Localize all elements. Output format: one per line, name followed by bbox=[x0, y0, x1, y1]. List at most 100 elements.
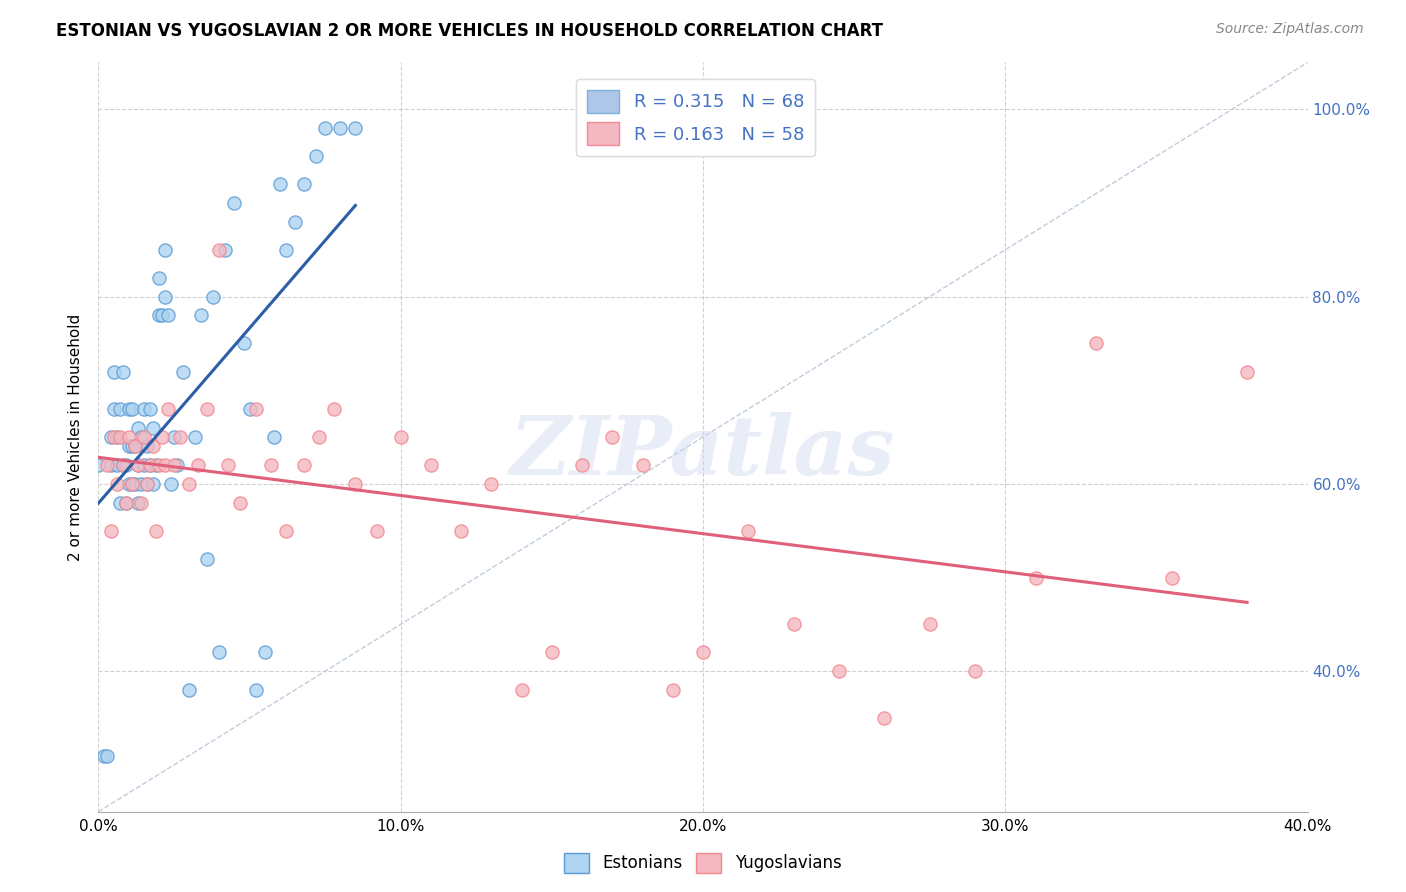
Point bbox=[118, 440, 141, 453]
Point bbox=[305, 149, 328, 163]
Point bbox=[190, 308, 212, 322]
Point bbox=[124, 440, 146, 453]
Point bbox=[100, 458, 122, 473]
Point bbox=[631, 458, 654, 473]
Point bbox=[873, 711, 896, 725]
Point bbox=[148, 308, 170, 322]
Point bbox=[540, 646, 562, 660]
Point bbox=[344, 476, 367, 491]
Text: Source: ZipAtlas.com: Source: ZipAtlas.com bbox=[1216, 22, 1364, 37]
Point bbox=[208, 243, 231, 257]
Point bbox=[156, 401, 179, 416]
Point bbox=[184, 430, 207, 444]
Point bbox=[129, 476, 152, 491]
Point bbox=[263, 430, 285, 444]
Point bbox=[153, 243, 176, 257]
Point bbox=[1160, 571, 1182, 585]
Point bbox=[103, 430, 125, 444]
Point bbox=[145, 458, 167, 473]
Point bbox=[139, 458, 162, 473]
Point bbox=[129, 496, 152, 510]
Point bbox=[239, 401, 262, 416]
Point bbox=[187, 458, 209, 473]
Point bbox=[217, 458, 239, 473]
Point bbox=[142, 440, 165, 453]
Point bbox=[245, 401, 267, 416]
Point bbox=[202, 289, 225, 303]
Point bbox=[111, 365, 134, 379]
Point bbox=[132, 458, 155, 473]
Point bbox=[127, 458, 149, 473]
Point bbox=[571, 458, 593, 473]
Point bbox=[661, 683, 683, 698]
Point bbox=[179, 476, 201, 491]
Point bbox=[127, 496, 149, 510]
Point bbox=[965, 664, 987, 678]
Point bbox=[208, 646, 231, 660]
Point bbox=[314, 120, 336, 135]
Text: ESTONIAN VS YUGOSLAVIAN 2 OR MORE VEHICLES IN HOUSEHOLD CORRELATION CHART: ESTONIAN VS YUGOSLAVIAN 2 OR MORE VEHICL… bbox=[56, 22, 883, 40]
Point bbox=[389, 430, 412, 444]
Point bbox=[148, 458, 170, 473]
Point bbox=[105, 430, 128, 444]
Point bbox=[100, 524, 122, 538]
Point bbox=[253, 646, 276, 660]
Point bbox=[118, 430, 141, 444]
Point bbox=[150, 430, 173, 444]
Point bbox=[100, 430, 122, 444]
Point bbox=[163, 430, 186, 444]
Point bbox=[142, 476, 165, 491]
Point bbox=[366, 524, 388, 538]
Point bbox=[169, 430, 191, 444]
Point bbox=[481, 476, 503, 491]
Point bbox=[214, 243, 236, 257]
Point bbox=[179, 683, 201, 698]
Point bbox=[166, 458, 188, 473]
Point bbox=[274, 243, 297, 257]
Point bbox=[308, 430, 330, 444]
Point bbox=[114, 496, 136, 510]
Point bbox=[1236, 365, 1258, 379]
Point bbox=[284, 215, 307, 229]
Point bbox=[232, 336, 254, 351]
Point bbox=[93, 748, 115, 763]
Point bbox=[129, 430, 152, 444]
Point bbox=[153, 289, 176, 303]
Point bbox=[195, 401, 218, 416]
Point bbox=[132, 430, 155, 444]
Point bbox=[172, 365, 194, 379]
Point bbox=[111, 458, 134, 473]
Point bbox=[783, 617, 806, 632]
Point bbox=[1085, 336, 1108, 351]
Point bbox=[163, 458, 186, 473]
Point bbox=[918, 617, 941, 632]
Point bbox=[160, 476, 183, 491]
Point bbox=[103, 401, 125, 416]
Point bbox=[96, 458, 118, 473]
Point bbox=[124, 476, 146, 491]
Point bbox=[420, 458, 443, 473]
Point bbox=[118, 476, 141, 491]
Point bbox=[105, 476, 128, 491]
Point bbox=[135, 476, 157, 491]
Point bbox=[96, 748, 118, 763]
Point bbox=[105, 458, 128, 473]
Point bbox=[148, 271, 170, 285]
Point bbox=[156, 308, 179, 322]
Point bbox=[195, 551, 218, 566]
Legend: Estonians, Yugoslavians: Estonians, Yugoslavians bbox=[558, 847, 848, 880]
Point bbox=[87, 458, 110, 473]
Point bbox=[344, 120, 367, 135]
Point bbox=[132, 401, 155, 416]
Point bbox=[260, 458, 283, 473]
Point bbox=[269, 177, 291, 191]
Point bbox=[139, 401, 162, 416]
Point bbox=[121, 401, 143, 416]
Point bbox=[229, 496, 252, 510]
Point bbox=[145, 524, 167, 538]
Point bbox=[1024, 571, 1046, 585]
Point bbox=[292, 177, 315, 191]
Point bbox=[737, 524, 759, 538]
Point bbox=[602, 430, 624, 444]
Text: ZIPatlas: ZIPatlas bbox=[510, 412, 896, 492]
